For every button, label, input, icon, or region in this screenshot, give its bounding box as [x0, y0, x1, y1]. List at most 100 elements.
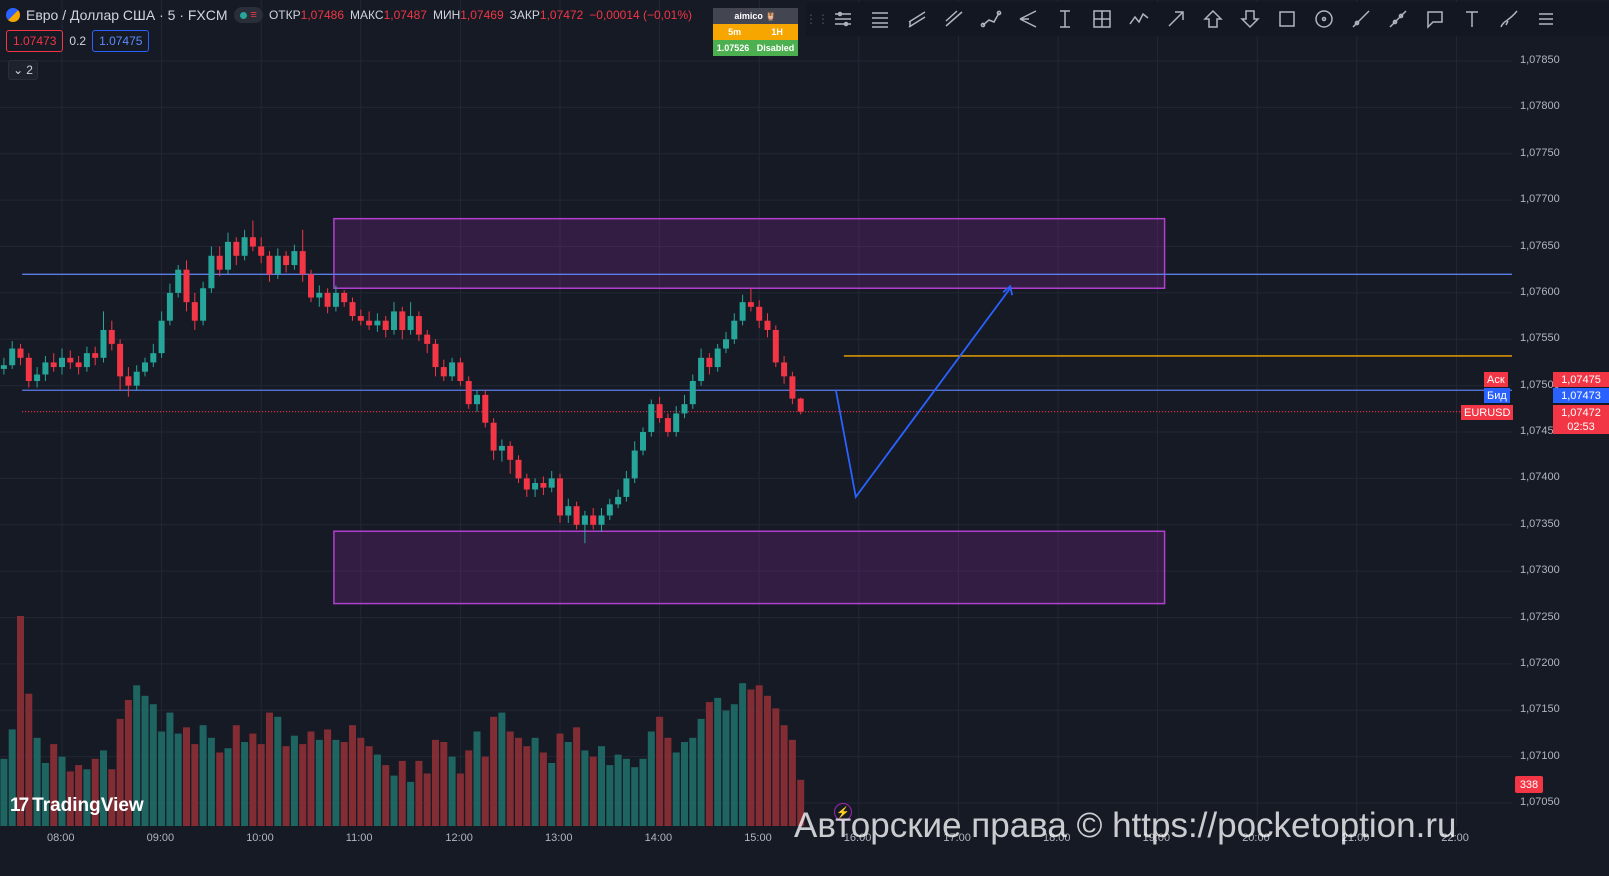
volume-bar: [257, 744, 265, 826]
menu-icon[interactable]: [1528, 4, 1564, 34]
symbol-legend: Евро / Доллар США · 5 · FXCM ≡ ОТКР1,074…: [0, 0, 692, 30]
volume-bar: [647, 731, 655, 826]
projection-path: [835, 287, 1011, 500]
volume-bar: [315, 739, 323, 826]
ask-label-tag: Аск: [1484, 372, 1508, 387]
candle-body: [631, 450, 638, 479]
ray-icon[interactable]: [1343, 4, 1379, 34]
polyline-icon[interactable]: [973, 4, 1009, 34]
volume-bar: [133, 685, 141, 826]
volume-bar: [282, 746, 290, 826]
zigzag-icon[interactable]: [1121, 4, 1157, 34]
candle-body: [482, 394, 489, 423]
volume-bar: [149, 704, 157, 826]
volume-bar: [440, 742, 448, 826]
volume-bar: [490, 716, 498, 826]
volume-bar: [266, 712, 273, 826]
candle-body: [781, 362, 788, 377]
arrow-up-right-icon[interactable]: [1158, 4, 1194, 34]
volume-bar: [17, 616, 24, 826]
horizontal-lines-icon[interactable]: [825, 4, 861, 34]
volume-bar: [365, 746, 373, 826]
candle-body: [723, 339, 729, 349]
volume-bar: [199, 725, 207, 826]
volume-bar: [216, 752, 224, 826]
text-cursor-icon[interactable]: [1047, 4, 1083, 34]
low-label: МИН: [432, 8, 461, 22]
volume-bar: [539, 752, 547, 826]
widget-name: aimico: [734, 11, 763, 21]
volume-bar: [232, 725, 240, 826]
volume-bar: [241, 742, 249, 826]
bar-countdown: 02:53: [1553, 419, 1609, 434]
volume-bar: [407, 781, 415, 826]
candle-body: [258, 246, 265, 256]
pitchfork-icon[interactable]: [1010, 4, 1046, 34]
candle-body: [175, 269, 182, 293]
drag-handle-icon[interactable]: ⋮⋮: [805, 12, 829, 26]
symbol-title[interactable]: Евро / Доллар США · 5 · FXCM: [26, 7, 228, 23]
supply-demand-zone: [333, 217, 1166, 289]
candle-body: [640, 432, 646, 451]
candle-body: [714, 348, 721, 368]
circle-icon[interactable]: [1306, 4, 1342, 34]
text-icon[interactable]: [1454, 4, 1490, 34]
candle-body: [200, 288, 207, 321]
candle-body: [615, 496, 622, 505]
projection-arrowhead: [1002, 284, 1014, 296]
candle-body: [449, 362, 456, 377]
rectangle-icon[interactable]: [1269, 4, 1305, 34]
volume-bar: [340, 742, 348, 826]
candle-body: [108, 329, 115, 344]
candle-body: [67, 357, 74, 363]
candle-body: [299, 251, 306, 275]
candle-body: [366, 320, 373, 326]
close-label: ЗАКР: [509, 8, 540, 22]
trend-angle-icon[interactable]: [936, 4, 972, 34]
tradingview-logo[interactable]: 17 TradingView: [10, 795, 144, 817]
brush-icon[interactable]: [1491, 4, 1527, 34]
channel-icon[interactable]: [899, 4, 935, 34]
candle-body: [274, 255, 281, 275]
high-value: 1,07487: [383, 8, 427, 22]
price-axis-label: 1,07400: [1520, 471, 1560, 484]
volume-bar: [506, 731, 514, 826]
candle-body: [349, 302, 356, 317]
price-axis-label: 1,07350: [1520, 517, 1560, 530]
volume-bar: [689, 737, 697, 826]
candle-body: [698, 357, 705, 381]
candle-body: [117, 343, 124, 377]
volume-bar: [25, 693, 33, 826]
volume-bar: [788, 739, 796, 826]
volume-bar: [564, 742, 572, 826]
lightning-icon[interactable]: ⚡: [834, 803, 852, 821]
candle-body: [166, 292, 173, 321]
chevron-down-icon: ⌄: [13, 63, 24, 77]
crosshair-box-icon[interactable]: [1084, 4, 1120, 34]
supply-demand-zone: [333, 530, 1166, 605]
price-axis-label: 1,07700: [1520, 193, 1560, 206]
volume-bar: [780, 725, 788, 826]
volume-bar: [324, 729, 332, 826]
parallel-lines-icon[interactable]: [862, 4, 898, 34]
volume-bar: [523, 746, 531, 826]
volume-bar: [349, 725, 356, 826]
volume-bar: [100, 750, 107, 826]
market-open-dot-icon: [239, 11, 247, 19]
arrow-down-icon[interactable]: [1232, 4, 1268, 34]
arrow-up-icon[interactable]: [1195, 4, 1231, 34]
market-status-pill[interactable]: ≡: [233, 7, 263, 23]
candle-body: [772, 329, 779, 363]
volume-bar: [183, 727, 190, 826]
candle-body: [573, 506, 580, 525]
candle-body: [308, 274, 314, 298]
extended-line-icon[interactable]: [1380, 4, 1416, 34]
sell-button[interactable]: 1.07473: [6, 30, 64, 52]
collapse-indicators-button[interactable]: ⌄ 2: [8, 60, 38, 80]
time-axis-label: 20:00: [1242, 832, 1270, 844]
aimico-widget: aimico 🦉 5m 1H 1.07526 Disabled: [713, 8, 798, 56]
callout-icon[interactable]: [1417, 4, 1453, 34]
buy-button[interactable]: 1.07475: [92, 30, 150, 52]
